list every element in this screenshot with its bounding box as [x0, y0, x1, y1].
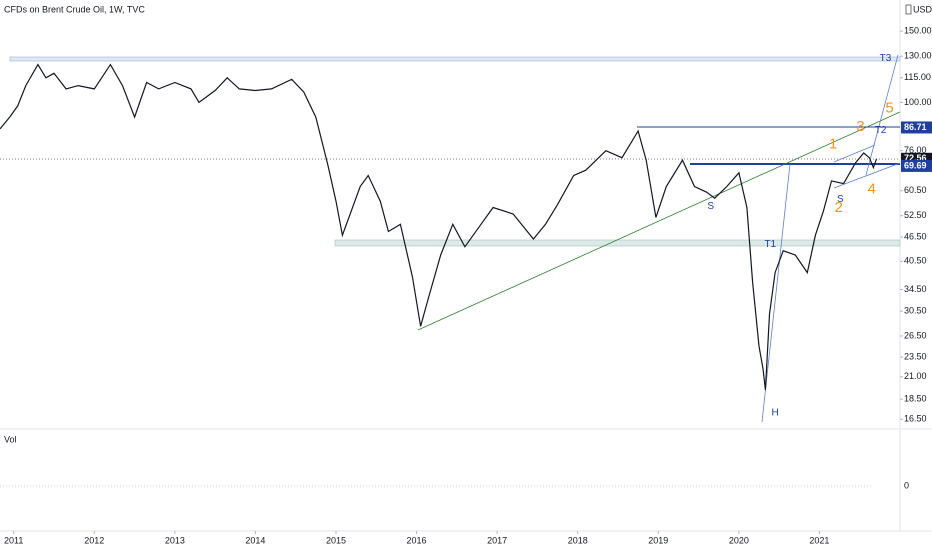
x-tick-label: 2017: [487, 535, 507, 545]
x-tick-label: 2019: [648, 535, 668, 545]
projection-line: [761, 163, 791, 423]
annotation: S: [837, 194, 844, 205]
support-band: [334, 239, 901, 247]
y-tick-label: 76.00: [904, 145, 927, 155]
y-tick-label: 52.50: [904, 210, 927, 220]
annotation: 2: [835, 199, 843, 216]
x-tick-label: 2011: [4, 535, 23, 545]
volume-title: Vol: [4, 434, 17, 444]
annotation: T1: [764, 239, 776, 250]
annotation: 3: [856, 118, 864, 135]
price-line: [0, 63, 878, 390]
channel-line: [833, 144, 876, 163]
price-label: 86.71: [904, 122, 927, 132]
trendline: [417, 111, 901, 331]
x-tick-label: 2015: [326, 535, 346, 545]
annotation: S: [707, 201, 714, 212]
x-tick-label: 2012: [84, 535, 104, 545]
currency-label: USD: [913, 4, 932, 14]
y-tick-label: 46.50: [904, 231, 927, 241]
y-tick-label: 23.50: [904, 351, 927, 361]
channel-line: [833, 162, 901, 189]
y-tick-label: 60.50: [904, 185, 927, 195]
price-label: 72.56: [904, 153, 927, 163]
projection-line: [865, 54, 899, 176]
annotation: H: [771, 408, 778, 419]
y-tick-label: 21.00: [904, 371, 927, 381]
y-tick-label: 34.50: [904, 284, 927, 294]
x-tick-label: 2016: [407, 535, 427, 545]
price-label-box: [901, 121, 932, 134]
chart-title: CFDs on Brent Crude Oil, 1W, TVC: [4, 4, 145, 14]
currency-icon: [905, 4, 912, 15]
price-label: 69.69: [904, 160, 927, 170]
y-tick-label: 100.00: [904, 97, 932, 107]
y-tick-label: 40.50: [904, 256, 927, 266]
y-tick-label: 26.50: [904, 330, 927, 340]
y-tick-label: 130.00: [904, 51, 932, 61]
x-tick-label: 2014: [245, 535, 265, 545]
y-tick-label: 18.50: [904, 394, 927, 404]
price-label-box: [901, 159, 932, 172]
y-tick-label: 150.00: [904, 25, 932, 35]
x-tick-label: 2021: [809, 535, 829, 545]
annotation: T3: [880, 53, 892, 64]
y-tick-label: 30.50: [904, 306, 927, 316]
annotation: 5: [885, 100, 893, 117]
level-band: [9, 56, 901, 62]
annotation: 1: [829, 135, 837, 152]
x-tick-label: 2020: [729, 535, 749, 545]
x-tick-label: 2018: [568, 535, 588, 545]
annotation: T2: [875, 125, 887, 136]
volume-tick-label: 0: [904, 480, 909, 490]
y-tick-label: 16.50: [904, 414, 927, 424]
x-tick-label: 2013: [165, 535, 185, 545]
annotation: 4: [868, 180, 876, 197]
y-tick-label: 115.00: [904, 72, 931, 82]
